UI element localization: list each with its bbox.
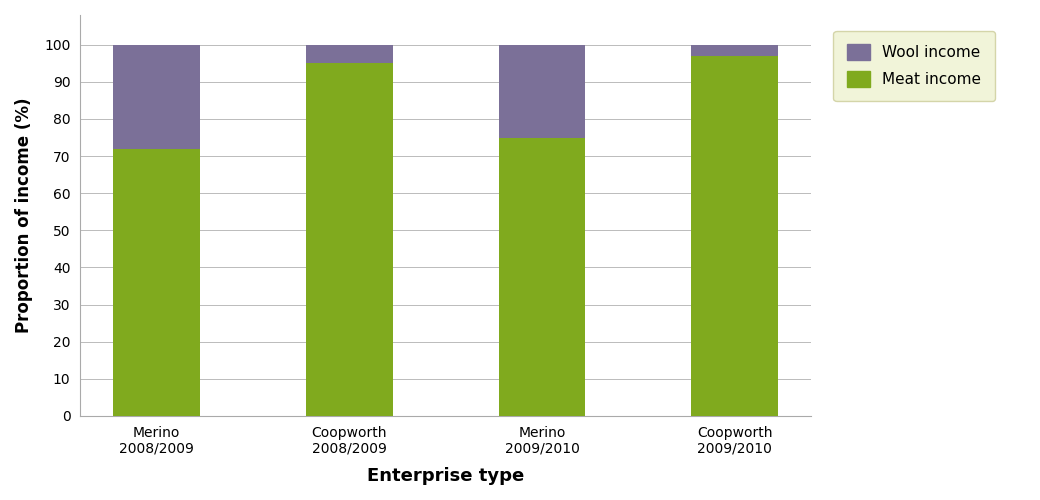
- Legend: Wool income, Meat income: Wool income, Meat income: [833, 30, 995, 101]
- Bar: [692, 56, 778, 416]
- Bar: [113, 44, 200, 148]
- Bar: [692, 44, 778, 56]
- Bar: [306, 64, 393, 416]
- Bar: [306, 44, 393, 64]
- X-axis label: Enterprise type: Enterprise type: [367, 467, 524, 485]
- Bar: [498, 138, 586, 416]
- Bar: [498, 44, 586, 138]
- Bar: [113, 148, 200, 416]
- Y-axis label: Proportion of income (%): Proportion of income (%): [15, 98, 33, 333]
